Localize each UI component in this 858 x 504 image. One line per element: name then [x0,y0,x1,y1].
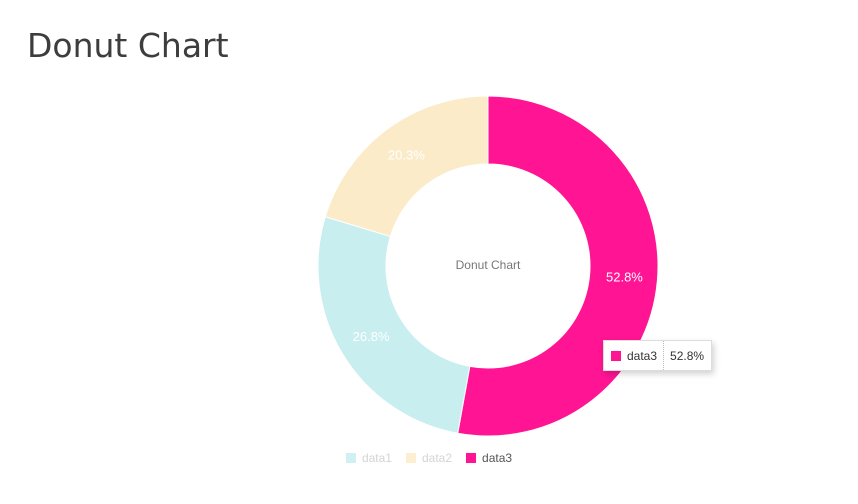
legend-swatch-data2 [405,453,416,463]
legend-label-data3: data3 [482,451,513,465]
donut-slice-labels: 52.8% 26.8% 20.3% [353,147,644,343]
donut-slice-data1[interactable] [317,216,471,434]
legend-label-data1: data1 [361,451,392,465]
legend-swatch-data1 [345,453,356,463]
chart-tooltip: data3 52.8% [603,340,713,371]
donut-slice-data2[interactable] [324,95,489,238]
tooltip-series: data3 [604,341,665,370]
legend-swatch-data3 [466,453,477,463]
chart-legend: data1 data2 data3 [0,451,858,465]
tooltip-value: 52.8% [670,348,705,363]
slice-label-data3: 52.8% [606,270,643,285]
slice-label-data2: 20.3% [388,147,425,162]
donut-center-title: Donut Chart [456,258,521,272]
tooltip-series-name: data3 [627,348,658,363]
legend-label-data2: data2 [421,451,453,465]
legend-item-data2[interactable]: data2 [405,451,453,465]
tooltip-swatch [611,350,621,361]
legend-item-data1[interactable]: data1 [345,451,392,465]
legend-item-data3[interactable]: data3 [466,451,512,465]
slice-label-data1: 26.8% [353,329,390,344]
page-title: Donut Chart [27,26,229,65]
